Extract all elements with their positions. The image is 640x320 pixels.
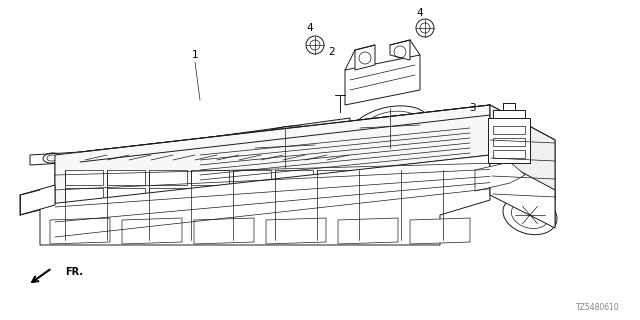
- Polygon shape: [233, 170, 271, 185]
- Polygon shape: [476, 117, 490, 130]
- Polygon shape: [359, 170, 397, 185]
- Polygon shape: [401, 206, 439, 221]
- Polygon shape: [65, 224, 103, 239]
- Polygon shape: [275, 188, 313, 203]
- Polygon shape: [65, 170, 103, 185]
- Polygon shape: [488, 118, 530, 163]
- Polygon shape: [233, 206, 271, 221]
- Polygon shape: [275, 170, 313, 185]
- Polygon shape: [233, 224, 271, 239]
- Text: 4: 4: [307, 23, 314, 33]
- Polygon shape: [355, 45, 375, 70]
- Polygon shape: [55, 105, 490, 205]
- Polygon shape: [401, 170, 439, 185]
- Polygon shape: [317, 188, 355, 203]
- Polygon shape: [65, 188, 103, 203]
- Text: FR.: FR.: [65, 267, 83, 277]
- Polygon shape: [149, 206, 187, 221]
- Polygon shape: [275, 206, 313, 221]
- Polygon shape: [338, 218, 398, 244]
- Polygon shape: [107, 188, 145, 203]
- Polygon shape: [390, 40, 410, 60]
- Polygon shape: [122, 218, 182, 244]
- Polygon shape: [317, 170, 355, 185]
- Polygon shape: [458, 117, 472, 130]
- Polygon shape: [490, 105, 555, 200]
- Text: 2: 2: [329, 47, 335, 57]
- Polygon shape: [65, 206, 103, 221]
- Polygon shape: [191, 188, 229, 203]
- Polygon shape: [80, 118, 350, 175]
- Polygon shape: [149, 224, 187, 239]
- Polygon shape: [149, 188, 187, 203]
- Polygon shape: [55, 105, 555, 190]
- Polygon shape: [50, 218, 110, 244]
- Polygon shape: [490, 155, 555, 228]
- Polygon shape: [191, 224, 229, 239]
- Polygon shape: [194, 218, 254, 244]
- Polygon shape: [493, 126, 525, 134]
- Polygon shape: [345, 55, 420, 105]
- Polygon shape: [493, 110, 525, 118]
- Polygon shape: [317, 224, 355, 239]
- Polygon shape: [107, 206, 145, 221]
- Polygon shape: [149, 170, 187, 185]
- Polygon shape: [410, 218, 470, 244]
- Polygon shape: [30, 152, 80, 165]
- Polygon shape: [359, 206, 397, 221]
- Text: 3: 3: [468, 103, 476, 113]
- Polygon shape: [401, 224, 439, 239]
- Polygon shape: [475, 162, 525, 191]
- Polygon shape: [191, 170, 229, 185]
- Polygon shape: [275, 224, 313, 239]
- Polygon shape: [233, 188, 271, 203]
- Polygon shape: [401, 188, 439, 203]
- Polygon shape: [20, 185, 55, 215]
- Polygon shape: [317, 206, 355, 221]
- Polygon shape: [490, 105, 555, 225]
- Text: TZ5480610: TZ5480610: [576, 303, 620, 312]
- Text: 4: 4: [417, 8, 423, 18]
- Polygon shape: [107, 224, 145, 239]
- Polygon shape: [55, 105, 490, 240]
- Polygon shape: [493, 150, 525, 158]
- Polygon shape: [191, 206, 229, 221]
- Polygon shape: [40, 155, 490, 245]
- Polygon shape: [359, 188, 397, 203]
- Polygon shape: [440, 117, 454, 130]
- Polygon shape: [266, 218, 326, 244]
- Polygon shape: [493, 138, 525, 146]
- Polygon shape: [107, 170, 145, 185]
- Text: 1: 1: [192, 50, 198, 60]
- Polygon shape: [359, 224, 397, 239]
